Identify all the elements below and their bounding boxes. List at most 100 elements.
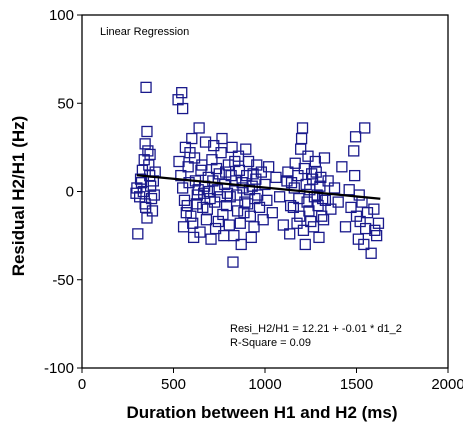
data-point	[141, 125, 153, 138]
data-point	[207, 175, 219, 187]
data-point	[235, 238, 247, 251]
data-point	[266, 207, 278, 219]
data-point	[135, 177, 148, 189]
data-point	[263, 161, 275, 173]
data-point	[289, 157, 301, 169]
data-point	[343, 184, 355, 196]
data-point	[257, 214, 269, 226]
data-point	[223, 219, 235, 231]
y-tick-label: -50	[52, 272, 74, 289]
data-point	[227, 256, 239, 268]
data-point	[221, 187, 234, 199]
x-tick-label: 1000	[248, 376, 281, 393]
y-axis-title: Residual H2/H1 (Hz)	[9, 116, 28, 277]
data-point	[349, 169, 361, 182]
data-point	[295, 132, 308, 145]
data-point	[322, 175, 334, 187]
data-point	[296, 122, 309, 134]
chart-subtitle: Linear Regression	[100, 26, 189, 38]
data-point	[368, 203, 380, 215]
data-point	[176, 102, 189, 115]
data-point	[339, 221, 352, 233]
data-point	[299, 238, 311, 251]
data-point	[317, 214, 330, 226]
data-point	[176, 87, 188, 99]
data-point	[359, 222, 372, 235]
data-point	[214, 191, 226, 203]
data-point	[348, 145, 360, 157]
data-point	[328, 182, 341, 194]
data-point	[318, 152, 331, 164]
data-point	[212, 215, 224, 228]
data-point	[315, 171, 327, 184]
data-point	[190, 198, 203, 210]
data-point	[234, 217, 246, 229]
data-point	[358, 238, 370, 251]
data-point	[238, 207, 250, 219]
data-point	[284, 199, 297, 212]
data-point	[244, 210, 257, 222]
data-point	[216, 132, 228, 145]
data-point	[332, 196, 344, 208]
data-point	[372, 217, 385, 229]
y-tick-label: 100	[49, 7, 74, 24]
data-point	[247, 168, 259, 180]
data-point	[287, 201, 300, 214]
data-point	[259, 178, 271, 191]
x-tick-label: 0	[78, 376, 86, 393]
data-point	[142, 145, 154, 157]
data-point	[291, 217, 303, 229]
data-point	[316, 210, 328, 222]
data-point	[261, 194, 273, 206]
data-point	[336, 161, 348, 173]
regression-equation: Resi_H2/H1 = 12.21 + -0.01 * d1_2	[230, 323, 402, 335]
axis-ticks: 0 500 1000 1500 2000 -100 -50 0 50 100	[44, 7, 463, 393]
data-point	[132, 228, 144, 240]
data-point	[359, 122, 371, 134]
data-point	[215, 147, 227, 159]
data-point	[361, 207, 374, 219]
data-point	[249, 192, 261, 205]
data-point	[251, 159, 263, 171]
data-point	[210, 162, 223, 175]
y-tick-label: -100	[44, 360, 74, 377]
data-point	[365, 247, 377, 259]
data-point	[284, 228, 296, 240]
data-point	[196, 159, 208, 171]
data-point	[245, 231, 257, 244]
data-point	[240, 143, 252, 155]
y-tick-label: 0	[66, 184, 74, 201]
x-axis-title: Duration between H1 and H2 (ms)	[126, 403, 397, 422]
data-point	[140, 81, 152, 94]
data-point	[205, 233, 217, 245]
data-point	[295, 143, 307, 155]
data-point	[231, 205, 244, 217]
data-point	[230, 189, 243, 201]
data-point	[208, 139, 220, 152]
x-tick-label: 2000	[431, 376, 463, 393]
data-point	[220, 199, 233, 212]
data-point	[225, 169, 237, 182]
data-point	[356, 196, 368, 208]
data-point	[139, 138, 151, 150]
data-point	[179, 141, 192, 154]
data-points	[130, 81, 385, 268]
data-point	[201, 203, 214, 215]
data-point	[353, 189, 365, 201]
data-point	[134, 173, 147, 185]
data-point	[277, 219, 289, 231]
data-point	[148, 189, 160, 201]
data-point	[236, 177, 248, 189]
data-point	[186, 132, 198, 145]
y-tick-label: 50	[57, 95, 74, 112]
r-square-annotation: R-Square = 0.09	[230, 337, 311, 349]
data-point	[185, 210, 197, 222]
data-point	[309, 155, 321, 168]
data-point	[199, 136, 212, 148]
data-point	[282, 166, 294, 178]
data-point	[182, 161, 194, 173]
data-point	[232, 150, 245, 162]
data-point	[370, 229, 383, 242]
data-point	[325, 203, 337, 215]
